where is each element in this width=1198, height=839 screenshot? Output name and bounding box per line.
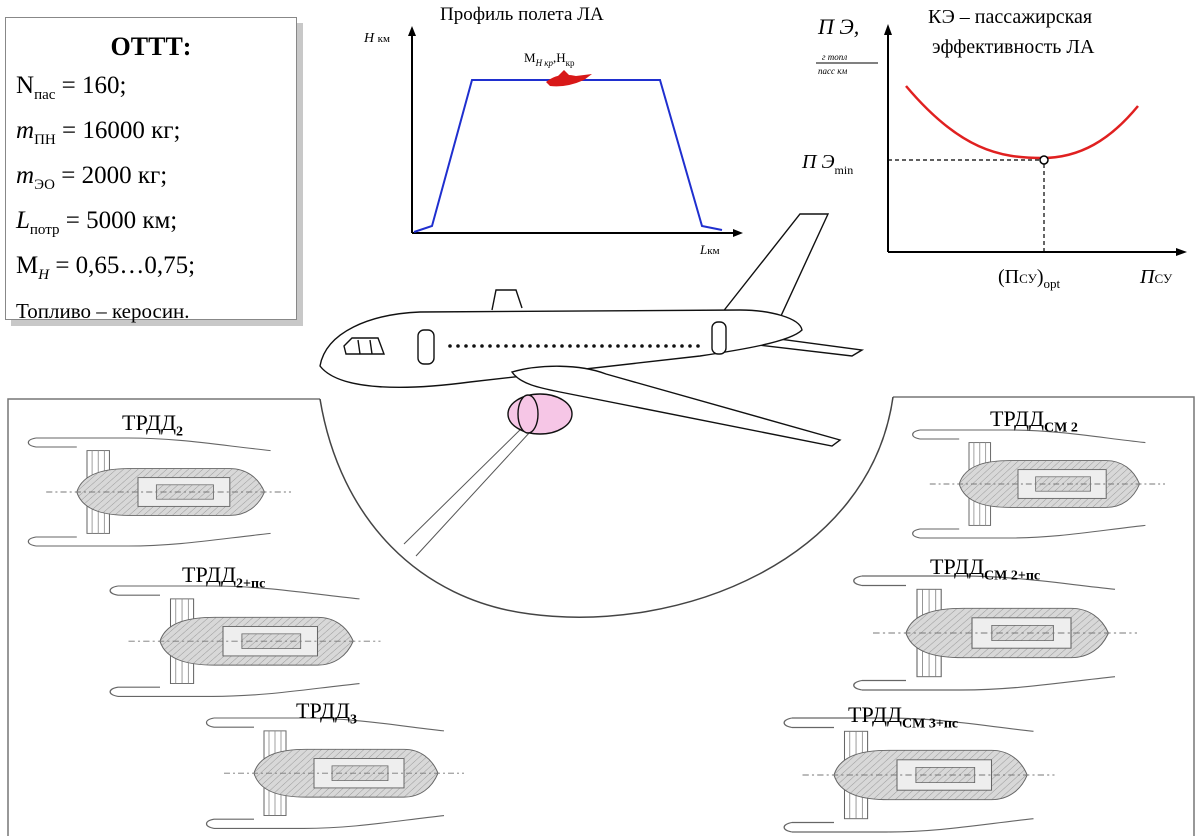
efficiency-x-arrow (1176, 248, 1187, 256)
aircraft-illustration (319, 213, 865, 447)
profile-x-arrow (733, 229, 743, 237)
engine-trdd-sm2-drawing (912, 429, 1166, 539)
engine-trdd2-drawing (27, 437, 292, 547)
efficiency-y-arrow (884, 24, 892, 35)
requirements-box: ОТТТ: Nпас = 160; mПН = 16000 кг; mЭО = … (5, 17, 297, 323)
flight-profile-chart: H км Lкм MH кр,Hкр (363, 26, 743, 256)
engine-label-trdd2: ТРДД2 (122, 410, 184, 440)
cockpit-window-divider-1 (357, 339, 361, 355)
cockpit-windows (343, 337, 386, 355)
profile-y-arrow (408, 26, 416, 36)
front-door (417, 329, 435, 365)
efficiency-y-label: П Э, (817, 14, 859, 39)
engine-label-trdd-sm2-ps: ТРДДСМ 2+пс (930, 554, 1041, 584)
left-panel-frame (7, 398, 320, 836)
x-axis-label: ПСУ (1139, 266, 1173, 288)
engine-label-trdd2-ps: ТРДД2+пс (182, 562, 266, 592)
right-panel-frame (893, 396, 1195, 836)
engine-label-trdd-sm3-ps: ТРДДСМ 3+пс (848, 702, 959, 732)
efficiency-title-line2: эффективность ЛА (932, 36, 1095, 58)
fuel-line: Топливо – керосин. (16, 299, 190, 323)
engine-label-trdd3: ТРДД3 (296, 698, 358, 728)
engine-selection-arc (319, 396, 894, 618)
efficiency-title-line1: КЭ – пассажирская (928, 6, 1093, 28)
wing (510, 365, 842, 447)
engine-trdd-sm3-ps-drawing (783, 717, 1056, 833)
flight-profile-title: Профиль полета ЛА (440, 4, 604, 25)
range-line: Lпотр = 5000 км; (16, 207, 178, 238)
engine-leader-line-1 (403, 423, 527, 545)
mach-line: MH = 0,65…0,75; (16, 252, 196, 283)
engine-trdd3-drawing (205, 717, 465, 830)
requirements-title: ОТТТ: (110, 32, 192, 61)
efficiency-y-unit-num: г топл (822, 52, 847, 62)
engine-leader-line-2 (415, 431, 531, 557)
dorsal-antenna (491, 289, 523, 311)
cockpit-window-divider-2 (369, 339, 373, 355)
cruise-label: MH кр,Hкр (524, 50, 575, 68)
x-opt-label: (ПСУ)opt (998, 266, 1061, 291)
cruise-aircraft-icon (546, 70, 592, 87)
fuselage (319, 309, 803, 389)
engine-trdd2-ps-drawing (109, 585, 382, 698)
rear-door (711, 321, 727, 355)
passenger-count-line: Nпас = 160; (16, 72, 127, 103)
engine-trdd-sm2-ps-drawing (853, 575, 1138, 691)
passenger-windows (448, 344, 700, 348)
payload-mass-line: mПН = 16000 кг; (16, 117, 181, 148)
profile-x-label: Lкм (699, 242, 720, 256)
equipment-mass-line: mЭО = 2000 кг; (16, 162, 168, 193)
vertical-tail (716, 213, 830, 319)
profile-y-label: H км (363, 31, 390, 46)
y-min-label: П Эmin (801, 151, 853, 177)
optimum-point (1039, 155, 1049, 165)
engine-label-trdd-sm2: ТРДДСМ 2 (990, 406, 1078, 436)
engine-intake (517, 394, 539, 434)
efficiency-chart: П Э, г топл пасс км П Эmin (ПСУ)opt ПСУ (801, 14, 1187, 291)
efficiency-y-unit-den: пасс км (818, 66, 847, 76)
